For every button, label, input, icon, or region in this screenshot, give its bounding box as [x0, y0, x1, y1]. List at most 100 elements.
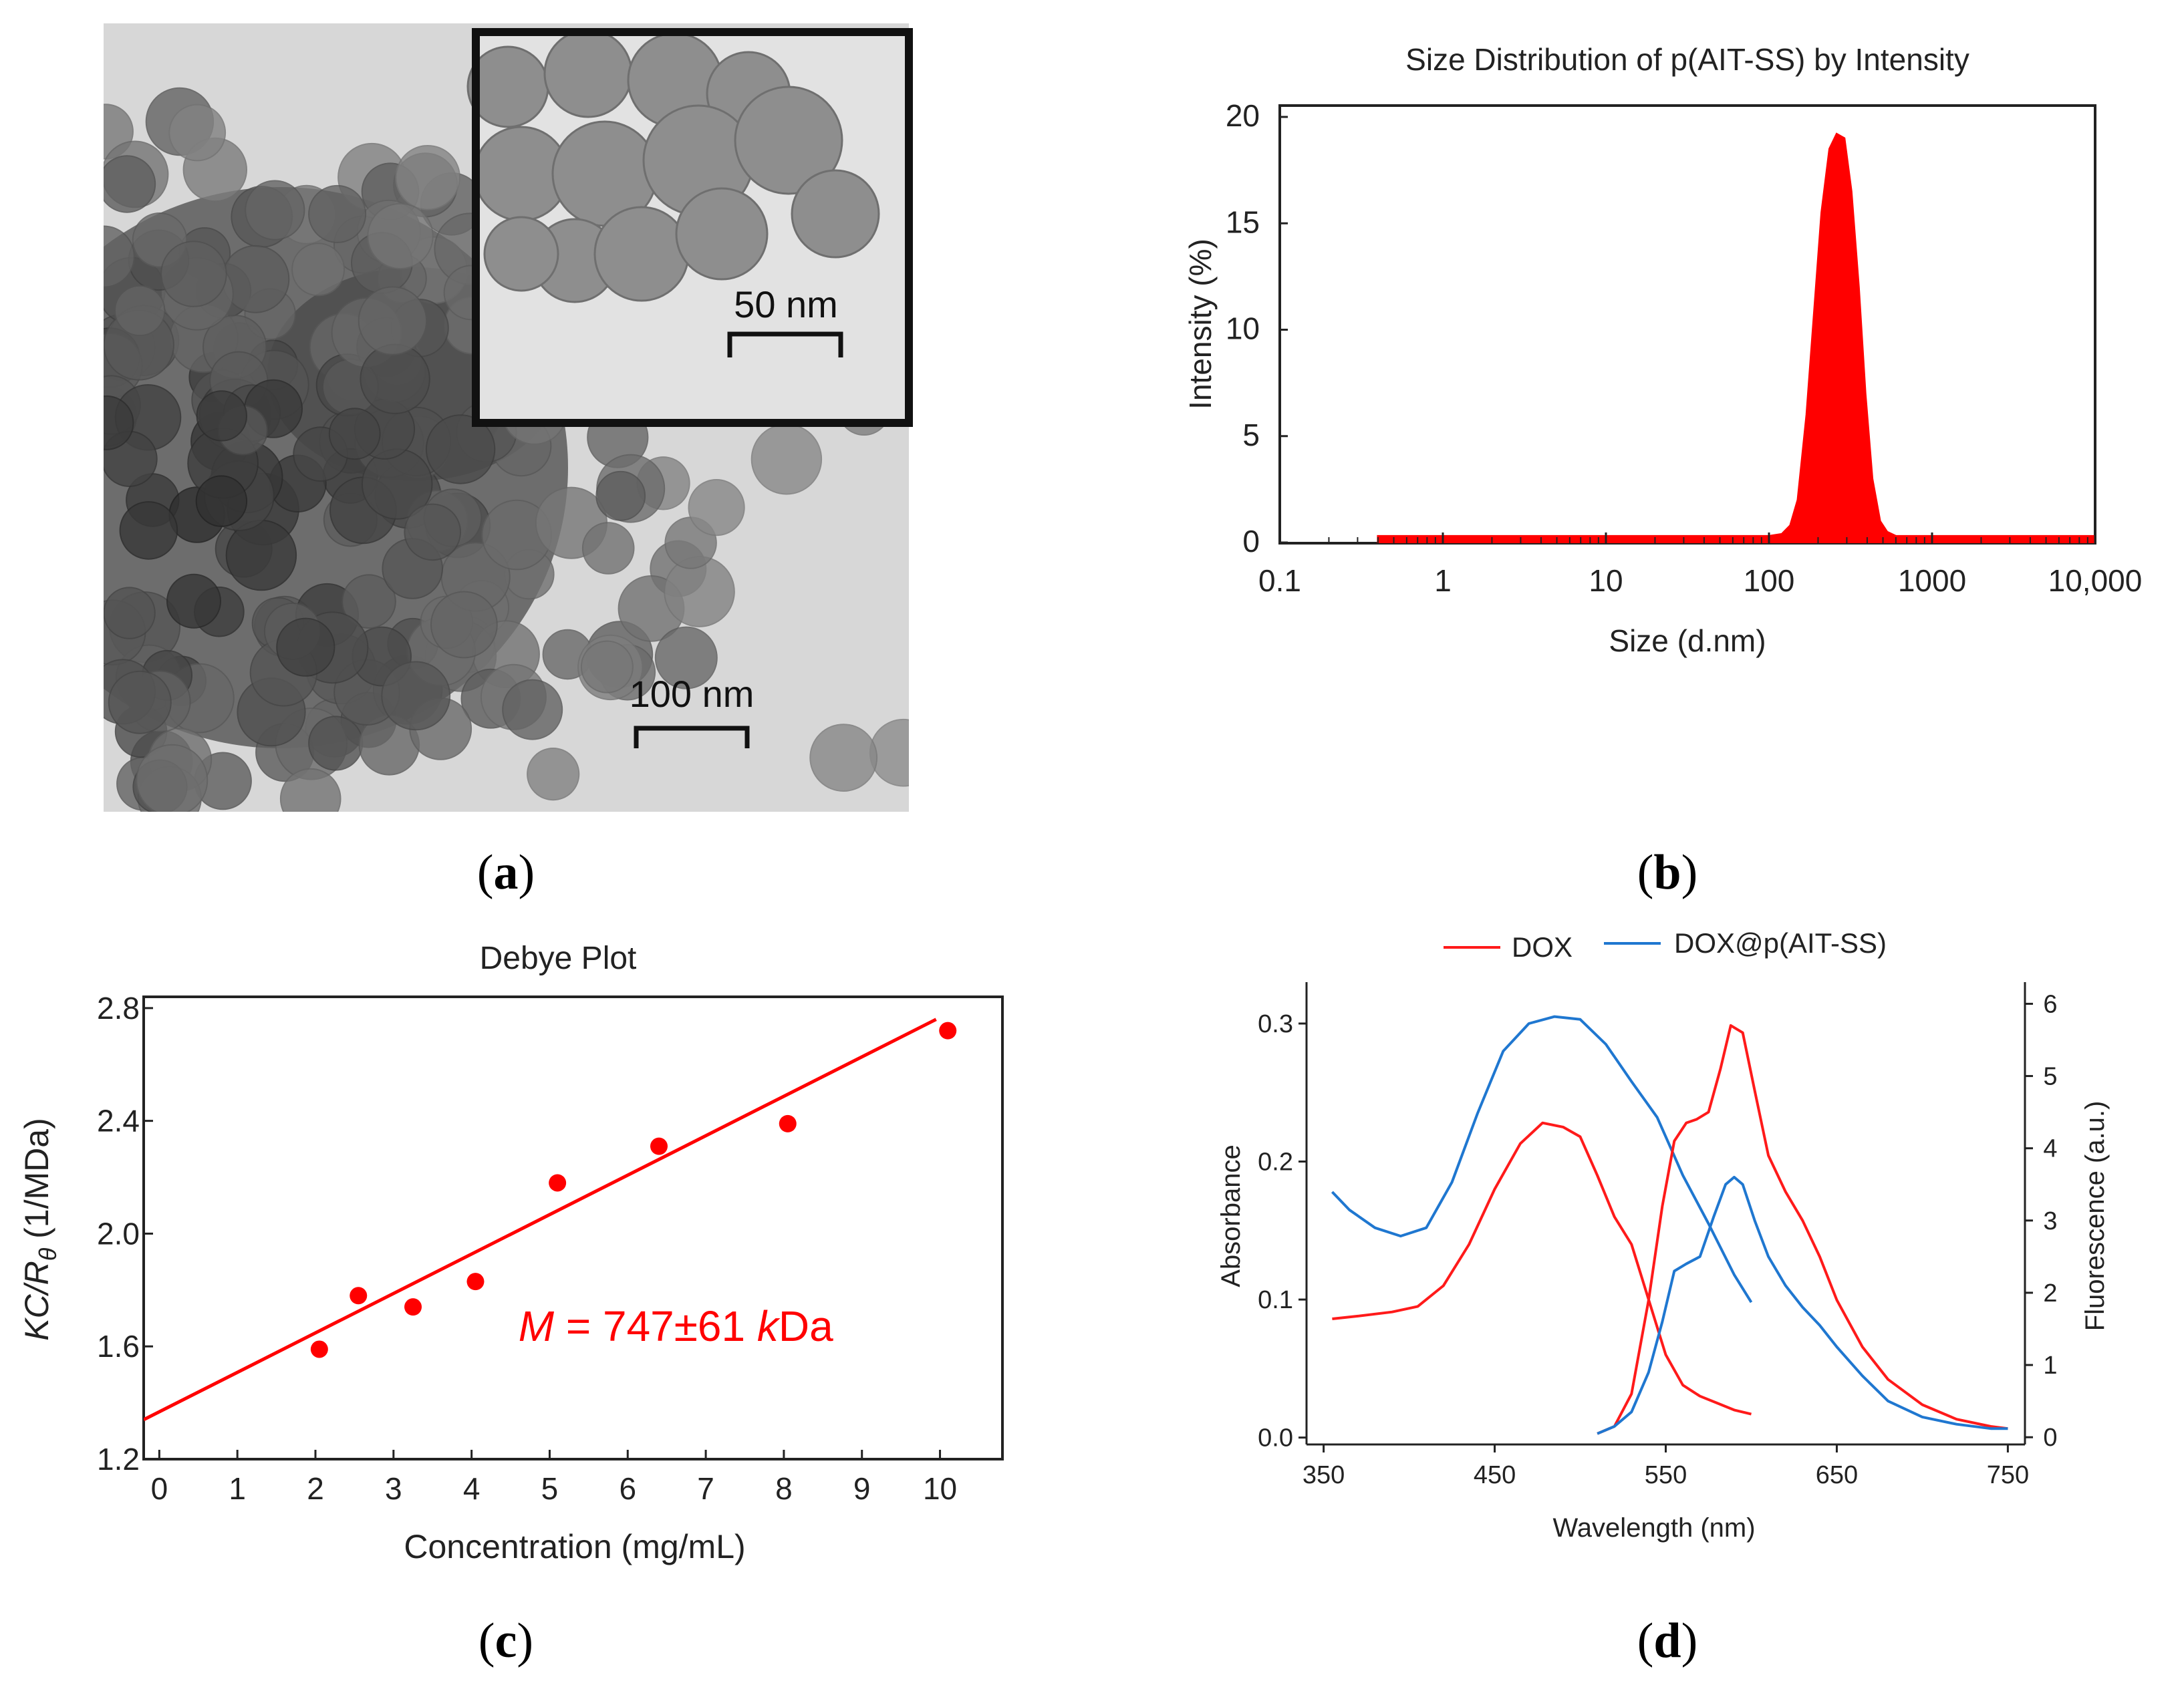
tem-particle	[308, 716, 364, 771]
legend-label-dox-loaded: DOX@p(AIT-SS)	[1674, 927, 1887, 959]
tem-particle	[104, 395, 134, 450]
x-tick-label: 10	[923, 1471, 957, 1506]
chart-title: Debye Plot	[480, 941, 637, 976]
panel-label-a: (a)	[477, 845, 535, 900]
x-tick-label: 0	[151, 1471, 168, 1506]
x-tick-label: 5	[541, 1471, 559, 1506]
y-axis-label: KC/Rθ (1/MDa)	[18, 1118, 61, 1340]
tem-particle	[688, 479, 745, 536]
left-y-tick-label: 0.1	[1258, 1286, 1293, 1314]
tem-particle	[160, 241, 227, 307]
y-tick-label: 2.8	[97, 991, 140, 1026]
dox-absorbance-line	[1332, 1121, 1752, 1416]
linear-fit-line	[144, 1018, 937, 1422]
y-tick-label: 0	[1242, 524, 1260, 559]
tem-particle	[425, 414, 496, 484]
main-scale-bar	[634, 726, 750, 748]
right-y-tick-label: 3	[2043, 1207, 2057, 1235]
x-tick-label: 1	[229, 1471, 246, 1506]
tem-particle	[654, 626, 718, 689]
x-tick-label: 6	[619, 1471, 636, 1506]
tem-particle	[114, 285, 166, 337]
data-point	[466, 1273, 485, 1291]
legend: DOX DOX@p(AIT-SS)	[1444, 927, 1887, 963]
tem-particle	[308, 184, 367, 243]
data-point	[939, 1022, 957, 1040]
tem-particle	[367, 202, 434, 270]
tem-particle	[358, 286, 428, 355]
dox-p-ait-ss-absorbance-line	[1331, 1015, 1753, 1303]
tem-particle-field	[104, 49, 909, 812]
x-tick-label: 8	[775, 1471, 793, 1506]
tem-particle	[580, 640, 634, 694]
left-y-axis-label: Absorbance	[1216, 1144, 1246, 1287]
right-y-tick-label: 1	[2043, 1352, 2057, 1380]
tem-particle	[108, 670, 172, 734]
tem-particle	[119, 501, 178, 560]
tem-particle	[166, 573, 221, 629]
data-point	[549, 1174, 567, 1192]
x-axis-label: Wavelength (nm)	[1552, 1513, 1755, 1543]
x-tick-label: 350	[1303, 1461, 1345, 1489]
x-tick-label: 2	[307, 1471, 324, 1506]
dox-fluorescence-line	[1597, 1024, 2008, 1435]
left-y-tick-label: 0.0	[1258, 1424, 1293, 1452]
x-tick-label: 0.1	[1258, 563, 1301, 598]
dox-p-ait-ss-fluorescence-line	[1597, 1175, 2008, 1435]
y-tick-label: 1.2	[97, 1442, 140, 1477]
debye-plot-chart: Debye Plot 0 1 2 3 4 5 6 7 8 9 10 1.2 1.6 2.0 2.4 2.8 C…	[18, 941, 1004, 1565]
y-tick-label: 5	[1242, 418, 1260, 452]
tem-particle	[291, 243, 346, 297]
tem-particle	[527, 748, 580, 801]
x-tick-label: 1000	[1898, 563, 1966, 598]
tem-particle	[869, 718, 909, 787]
chart-title: Size Distribution of p(AIT-SS) by Intens…	[1405, 42, 1969, 77]
inset-scale-bar-label: 50 nm	[734, 283, 838, 325]
tem-particle	[581, 522, 635, 575]
tem-inset-particle	[791, 169, 880, 259]
main-scale-bar-label: 100 nm	[630, 673, 755, 715]
data-point	[779, 1114, 797, 1132]
tem-particle	[104, 587, 156, 639]
right-y-tick-label: 6	[2043, 990, 2057, 1018]
tem-particle	[168, 104, 227, 162]
x-tick-label: 9	[853, 1471, 871, 1506]
x-tick-label: 650	[1816, 1461, 1858, 1489]
panel-label-d: (d)	[1637, 1613, 1697, 1668]
left-y-tick-label: 0.2	[1258, 1148, 1293, 1177]
tem-particle	[196, 390, 247, 442]
tem-particle	[276, 617, 335, 677]
tem-particle	[279, 768, 342, 812]
x-tick-label: 450	[1474, 1461, 1516, 1489]
size-distribution-area	[1377, 132, 2095, 543]
tem-particle	[404, 503, 462, 561]
size-distribution-chart: Size Distribution of p(AIT-SS) by Intens…	[1183, 42, 2142, 658]
tem-inset-particle	[483, 216, 559, 292]
y-tick-label: 10	[1226, 311, 1260, 346]
y-tick-label: 2.4	[97, 1104, 140, 1138]
tem-inset-particles	[466, 29, 880, 303]
y-tick-label: 20	[1226, 98, 1260, 133]
x-tick-label: 100	[1744, 563, 1795, 598]
panel-label-b: (b)	[1637, 845, 1697, 900]
tem-inset-particle	[593, 206, 690, 302]
data-point	[650, 1137, 668, 1155]
data-point	[350, 1287, 368, 1305]
x-tick-label: 3	[385, 1471, 402, 1506]
right-y-axis-label: Fluorescence (a.u.)	[2080, 1101, 2110, 1332]
tem-particle	[430, 591, 498, 659]
left-y-tick-label: 0.3	[1258, 1010, 1293, 1038]
spectra-chart: DOX DOX@p(AIT-SS) 350 450 550 650 7500.00.10…	[1216, 927, 2110, 1543]
tem-particle	[395, 144, 461, 210]
inset-scale-bar	[727, 331, 843, 357]
x-tick-label: 10	[1589, 563, 1623, 598]
tem-particle	[595, 470, 646, 521]
right-y-tick-label: 5	[2043, 1063, 2057, 1091]
x-axis-label: Concentration (mg/mL)	[404, 1528, 745, 1565]
tem-particle	[381, 661, 451, 731]
y-tick-label: 1.6	[97, 1329, 140, 1364]
tem-particle	[750, 424, 823, 495]
tem-particle	[195, 475, 248, 527]
x-tick-label: 550	[1645, 1461, 1687, 1489]
